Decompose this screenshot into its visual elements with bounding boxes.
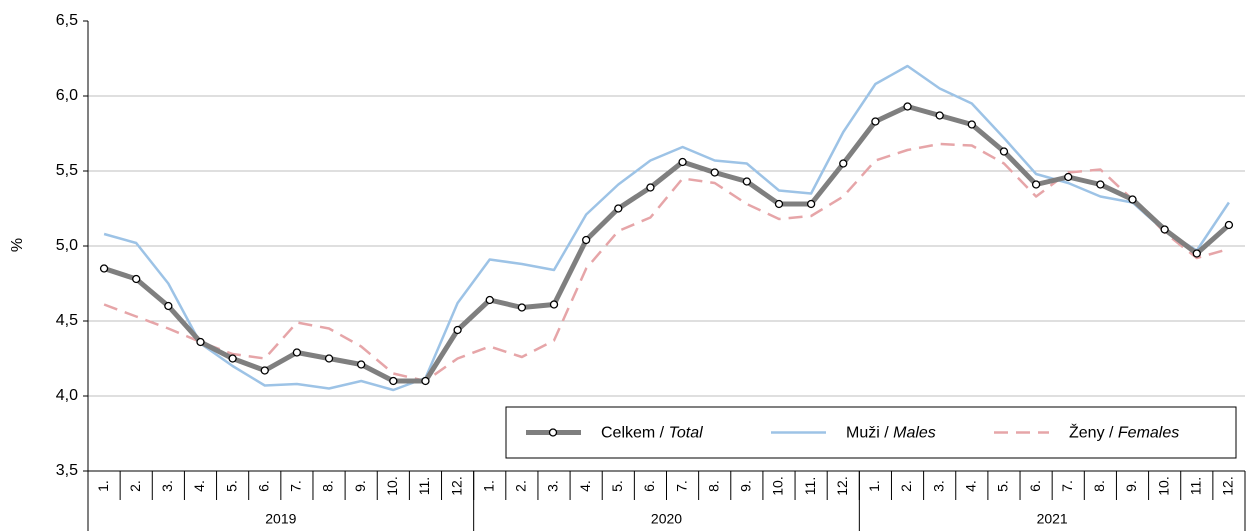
point-marker: [999, 147, 1009, 156]
point-marker: [839, 159, 848, 168]
point-marker: [935, 111, 944, 120]
group-label: 2019: [265, 511, 296, 527]
point-marker: [99, 264, 109, 273]
point-marker: [1192, 249, 1201, 258]
legend-label: Ženy / Females: [1069, 423, 1179, 442]
x-tick-label: 12.: [1220, 476, 1236, 495]
x-tick-label: 3.: [545, 480, 561, 492]
point-marker: [1096, 180, 1105, 189]
x-tick-label: 6.: [641, 480, 657, 492]
x-tick-label: 3.: [930, 480, 946, 492]
point-marker: [292, 348, 302, 357]
point-marker: [1064, 172, 1073, 182]
group-label: 2020: [651, 511, 682, 527]
x-tick-label: 6.: [1027, 480, 1043, 492]
x-tick-label: 8.: [1091, 480, 1107, 492]
point-marker: [903, 102, 912, 111]
x-tick-label: 7.: [1059, 480, 1075, 492]
x-tick-label: 1.: [480, 480, 496, 492]
point-marker: [324, 354, 334, 363]
x-tick-label: 5.: [995, 480, 1011, 492]
x-tick-label: 7.: [288, 480, 304, 492]
x-tick-label: 8.: [705, 480, 721, 492]
series-line: [103, 142, 1230, 383]
point-marker: [1128, 195, 1137, 204]
x-tick-label: 2.: [898, 480, 914, 492]
point-marker: [357, 360, 366, 369]
y-tick-label: 4,0: [56, 387, 78, 404]
x-tick-label: 3.: [159, 480, 175, 492]
legend-box: [505, 406, 1237, 459]
legend-marker: [548, 428, 558, 437]
series-line: [103, 104, 1231, 384]
point-marker: [485, 295, 494, 305]
legend-label: Muži / Males: [846, 425, 936, 442]
x-tick-label: 7.: [673, 480, 689, 492]
point-marker: [1224, 220, 1234, 230]
point-marker: [742, 177, 751, 186]
point-marker: [806, 199, 816, 209]
x-tick-label: 9.: [352, 480, 368, 492]
point-marker: [196, 337, 205, 347]
point-marker: [614, 204, 623, 213]
y-tick-label: 5,0: [56, 237, 78, 254]
x-tick-label: 10.: [1155, 476, 1171, 495]
x-tick-label: 11.: [802, 477, 818, 495]
x-tick-label: 9.: [738, 480, 754, 492]
point-marker: [549, 300, 559, 309]
point-marker: [517, 303, 527, 312]
y-tick-label: 4,5: [56, 312, 78, 329]
point-marker: [260, 366, 269, 375]
point-marker: [871, 117, 880, 126]
x-tick-label: 1.: [95, 480, 111, 492]
y-axis-label: %: [9, 238, 26, 252]
series-line: [103, 64, 1230, 392]
x-tick-label: 4.: [577, 480, 593, 492]
y-tick-label: 6,0: [56, 87, 78, 104]
x-tick-label: 2.: [513, 480, 529, 492]
x-tick-label: 9.: [1123, 480, 1139, 492]
x-tick-label: 5.: [609, 480, 625, 492]
point-marker: [1160, 225, 1169, 234]
x-tick-label: 8.: [320, 480, 336, 492]
point-marker: [967, 120, 976, 129]
x-tick-label: 12.: [834, 476, 850, 495]
x-tick-label: 10.: [770, 476, 786, 495]
x-tick-label: 5.: [223, 480, 239, 492]
x-tick-label: 2.: [127, 480, 143, 492]
x-tick-label: 6.: [255, 480, 271, 492]
y-tick-label: 3,5: [56, 462, 78, 479]
point-marker: [421, 376, 430, 386]
point-marker: [774, 199, 784, 209]
x-tick-label: 11.: [1187, 477, 1203, 495]
point-marker: [389, 376, 398, 386]
legend-label: Celkem / Total: [601, 425, 703, 442]
x-tick-label: 1.: [866, 480, 882, 492]
x-tick-label: 4.: [191, 480, 207, 492]
group-label: 2021: [1037, 511, 1068, 527]
x-tick-label: 12.: [448, 476, 464, 495]
point-marker: [646, 183, 655, 192]
y-tick-label: 6,5: [56, 12, 78, 29]
point-marker: [228, 354, 237, 363]
point-marker: [1031, 180, 1041, 189]
x-tick-label: 10.: [384, 476, 400, 495]
x-tick-label: 4.: [963, 480, 979, 492]
x-tick-label: 11.: [416, 477, 432, 495]
point-marker: [453, 325, 462, 335]
point-marker: [164, 301, 173, 311]
point-marker: [132, 274, 141, 284]
point-marker: [710, 168, 719, 177]
point-marker: [678, 157, 687, 167]
y-tick-label: 5,5: [56, 162, 78, 179]
point-marker: [582, 235, 591, 245]
